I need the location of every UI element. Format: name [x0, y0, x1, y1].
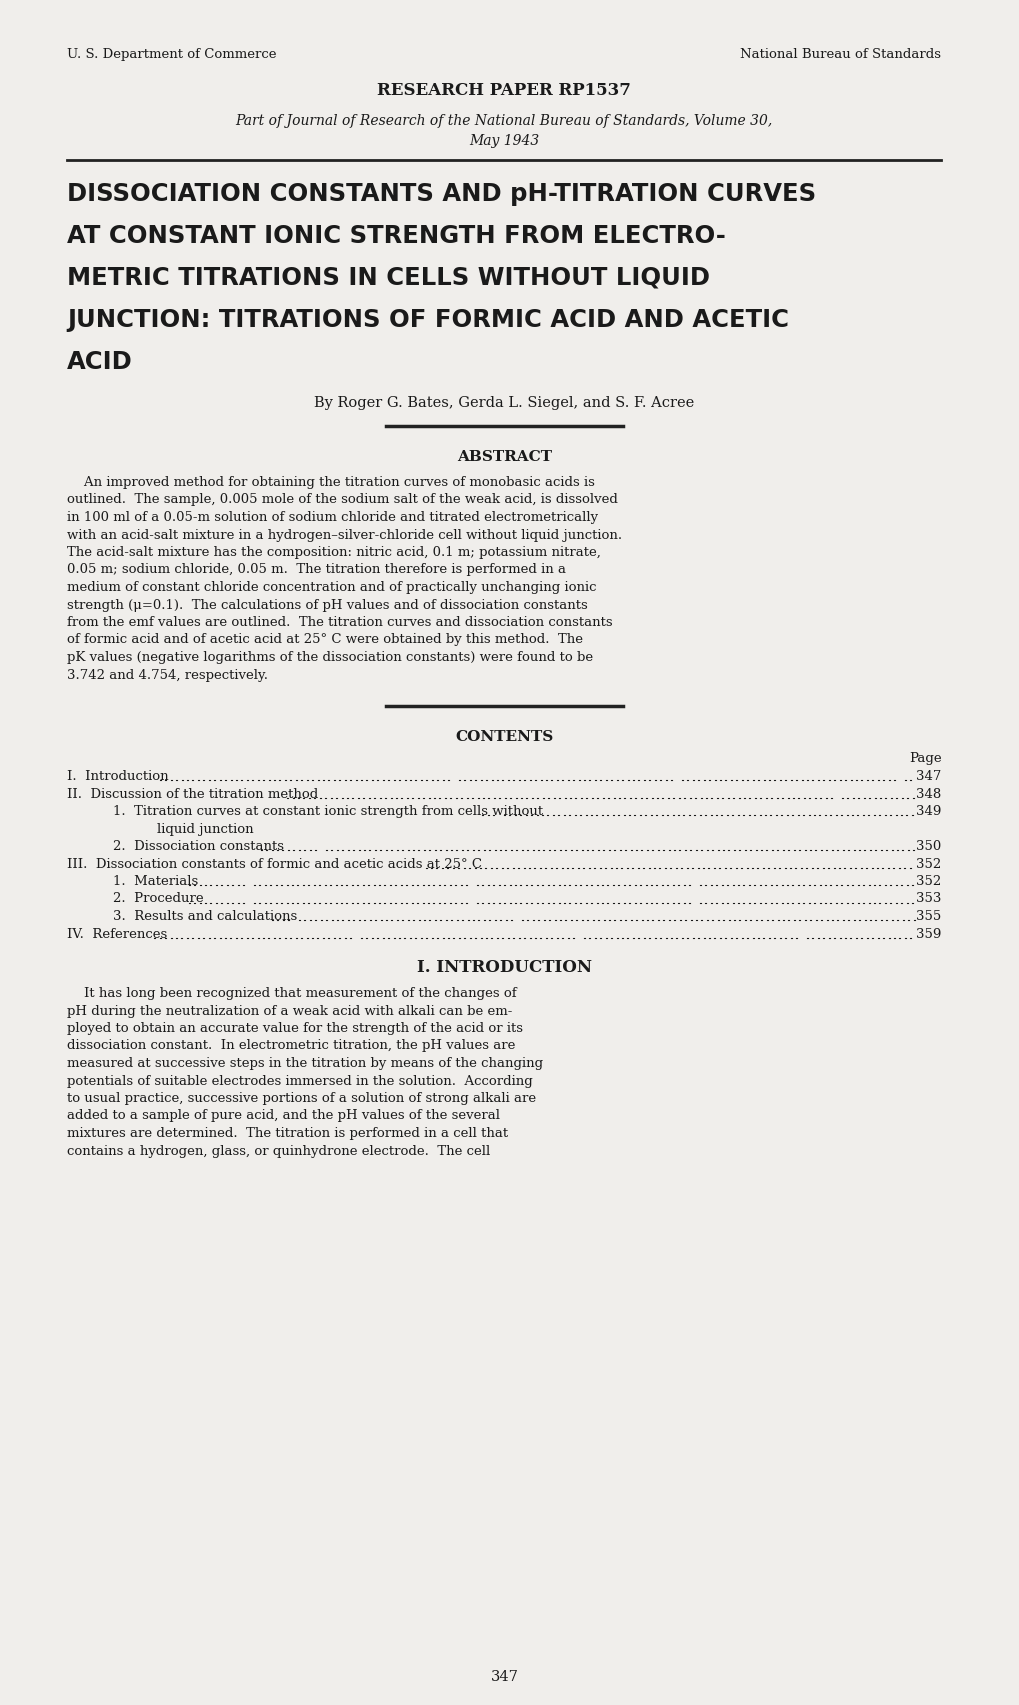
- Text: 2.  Procedure: 2. Procedure: [113, 892, 203, 905]
- Text: 3.742 and 4.754, respectively.: 3.742 and 4.754, respectively.: [67, 668, 268, 682]
- Text: The acid-salt mixture has the composition: nitric acid, 0.1 m; potassium nitrate: The acid-salt mixture has the compositio…: [67, 546, 600, 559]
- Text: IV.  References: IV. References: [67, 928, 167, 941]
- Text: 1.  Materials: 1. Materials: [113, 875, 198, 888]
- Text: 347: 347: [915, 771, 941, 783]
- Text: strength (μ=0.1).  The calculations of pH values and of dissociation constants: strength (μ=0.1). The calculations of pH…: [67, 598, 587, 612]
- Text: added to a sample of pure acid, and the pH values of the several: added to a sample of pure acid, and the …: [67, 1110, 499, 1122]
- Text: I. INTRODUCTION: I. INTRODUCTION: [417, 958, 591, 975]
- Text: measured at successive steps in the titration by means of the changing: measured at successive steps in the titr…: [67, 1057, 543, 1071]
- Text: JUNCTION: TITRATIONS OF FORMIC ACID AND ACETIC: JUNCTION: TITRATIONS OF FORMIC ACID AND …: [67, 309, 789, 332]
- Text: 352: 352: [915, 858, 941, 871]
- Text: ABSTRACT: ABSTRACT: [457, 450, 551, 464]
- Text: 355: 355: [915, 910, 941, 922]
- Text: liquid junction: liquid junction: [122, 822, 253, 835]
- Text: RESEARCH PAPER RP1537: RESEARCH PAPER RP1537: [377, 82, 631, 99]
- Text: pH during the neutralization of a weak acid with alkali can be em-: pH during the neutralization of a weak a…: [67, 1004, 513, 1018]
- Text: National Bureau of Standards: National Bureau of Standards: [740, 48, 941, 61]
- Text: dissociation constant.  In electrometric titration, the pH values are: dissociation constant. In electrometric …: [67, 1040, 516, 1052]
- Text: 349: 349: [915, 805, 941, 818]
- Text: DISSOCIATION CONSTANTS AND pH-TITRATION CURVES: DISSOCIATION CONSTANTS AND pH-TITRATION …: [67, 182, 815, 206]
- Text: 359: 359: [915, 928, 941, 941]
- Text: Part of Journal of Research of the National Bureau of Standards, Volume 30,: Part of Journal of Research of the Natio…: [235, 114, 772, 128]
- Text: It has long been recognized that measurement of the changes of: It has long been recognized that measure…: [67, 987, 517, 1001]
- Text: from the emf values are outlined.  The titration curves and dissociation constan: from the emf values are outlined. The ti…: [67, 616, 612, 629]
- Text: I.  Introduction: I. Introduction: [67, 771, 169, 783]
- Text: in 100 ml of a 0.05-m solution of sodium chloride and titrated electrometrically: in 100 ml of a 0.05-m solution of sodium…: [67, 512, 598, 523]
- Text: contains a hydrogen, glass, or quinhydrone electrode.  The cell: contains a hydrogen, glass, or quinhydro…: [67, 1144, 490, 1158]
- Text: ployed to obtain an accurate value for the strength of the acid or its: ployed to obtain an accurate value for t…: [67, 1021, 523, 1035]
- Text: pK values (negative logarithms of the dissociation constants) were found to be: pK values (negative logarithms of the di…: [67, 651, 593, 663]
- Text: of formic acid and of acetic acid at 25° C were obtained by this method.  The: of formic acid and of acetic acid at 25°…: [67, 634, 583, 646]
- Text: An improved method for obtaining the titration curves of monobasic acids is: An improved method for obtaining the tit…: [67, 476, 594, 489]
- Text: 0.05 m; sodium chloride, 0.05 m.  The titration therefore is performed in a: 0.05 m; sodium chloride, 0.05 m. The tit…: [67, 563, 566, 576]
- Text: medium of constant chloride concentration and of practically unchanging ionic: medium of constant chloride concentratio…: [67, 581, 596, 593]
- Text: ACID: ACID: [67, 350, 132, 373]
- Text: 348: 348: [915, 788, 941, 801]
- Text: By Roger G. Bates, Gerda L. Siegel, and S. F. Acree: By Roger G. Bates, Gerda L. Siegel, and …: [314, 396, 694, 409]
- Text: outlined.  The sample, 0.005 mole of the sodium salt of the weak acid, is dissol: outlined. The sample, 0.005 mole of the …: [67, 493, 618, 506]
- Text: CONTENTS: CONTENTS: [454, 730, 553, 743]
- Text: Page: Page: [908, 752, 941, 766]
- Text: potentials of suitable electrodes immersed in the solution.  According: potentials of suitable electrodes immers…: [67, 1074, 533, 1088]
- Text: 352: 352: [915, 875, 941, 888]
- Text: with an acid-salt mixture in a hydrogen–silver-chloride cell without liquid junc: with an acid-salt mixture in a hydrogen–…: [67, 529, 622, 542]
- Text: to usual practice, successive portions of a solution of strong alkali are: to usual practice, successive portions o…: [67, 1091, 536, 1105]
- Text: 1.  Titration curves at constant ionic strength from cells without: 1. Titration curves at constant ionic st…: [113, 805, 542, 818]
- Text: METRIC TITRATIONS IN CELLS WITHOUT LIQUID: METRIC TITRATIONS IN CELLS WITHOUT LIQUI…: [67, 266, 709, 290]
- Text: AT CONSTANT IONIC STRENGTH FROM ELECTRO-: AT CONSTANT IONIC STRENGTH FROM ELECTRO-: [67, 223, 726, 247]
- Text: 353: 353: [915, 892, 941, 905]
- Text: 3.  Results and calculations: 3. Results and calculations: [113, 910, 297, 922]
- Text: 350: 350: [915, 841, 941, 852]
- Text: May 1943: May 1943: [469, 135, 539, 148]
- Text: III.  Dissociation constants of formic and acetic acids at 25° C: III. Dissociation constants of formic an…: [67, 858, 482, 871]
- Text: 2.  Dissociation constants: 2. Dissociation constants: [113, 841, 283, 852]
- Text: U. S. Department of Commerce: U. S. Department of Commerce: [67, 48, 276, 61]
- Text: II.  Discussion of the titration method: II. Discussion of the titration method: [67, 788, 318, 801]
- Text: mixtures are determined.  The titration is performed in a cell that: mixtures are determined. The titration i…: [67, 1127, 507, 1141]
- Text: 347: 347: [490, 1669, 518, 1685]
